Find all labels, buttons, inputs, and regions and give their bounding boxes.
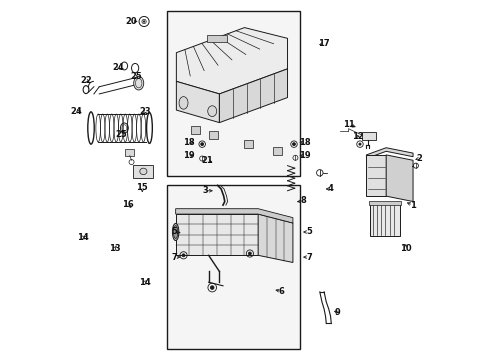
Text: 19: 19 <box>183 151 194 160</box>
Text: 11: 11 <box>342 120 354 129</box>
Circle shape <box>201 143 203 145</box>
Text: 5: 5 <box>305 228 311 237</box>
Bar <box>368 201 400 205</box>
Polygon shape <box>219 69 287 123</box>
Bar <box>273 147 282 155</box>
Ellipse shape <box>207 106 216 117</box>
Text: 24: 24 <box>112 63 124 72</box>
Polygon shape <box>175 209 292 223</box>
Text: 12: 12 <box>351 132 363 141</box>
Circle shape <box>248 252 251 255</box>
Text: 25: 25 <box>115 130 126 139</box>
Bar <box>362 132 375 140</box>
Text: 9: 9 <box>334 308 340 317</box>
Bar <box>369 203 400 235</box>
Text: 17: 17 <box>317 39 328 48</box>
Circle shape <box>182 254 184 257</box>
Bar <box>366 155 386 196</box>
Text: 4: 4 <box>327 184 333 193</box>
Text: 8: 8 <box>300 196 306 205</box>
Polygon shape <box>176 28 287 94</box>
Bar <box>133 165 153 178</box>
Bar <box>125 149 134 156</box>
Polygon shape <box>258 214 292 262</box>
Text: 2: 2 <box>416 154 422 163</box>
Ellipse shape <box>173 226 178 238</box>
Polygon shape <box>386 155 412 202</box>
Text: 23: 23 <box>139 107 150 116</box>
Text: 14: 14 <box>139 278 150 287</box>
Bar <box>244 140 253 148</box>
Polygon shape <box>176 81 219 123</box>
Ellipse shape <box>179 96 187 109</box>
Ellipse shape <box>133 76 143 90</box>
Circle shape <box>210 286 214 289</box>
Text: 22: 22 <box>80 76 92 85</box>
Bar <box>167 185 300 348</box>
Text: 21: 21 <box>201 156 212 165</box>
Text: 7: 7 <box>171 253 177 262</box>
Bar <box>208 131 217 139</box>
Text: 18: 18 <box>298 138 310 147</box>
Text: 15: 15 <box>136 183 148 192</box>
Text: 6: 6 <box>278 287 284 296</box>
Bar <box>175 214 258 255</box>
Polygon shape <box>366 148 412 158</box>
Text: 16: 16 <box>122 200 134 209</box>
Ellipse shape <box>172 224 179 240</box>
Text: 18: 18 <box>183 138 194 147</box>
Text: 5: 5 <box>171 228 177 237</box>
Circle shape <box>143 21 144 22</box>
Text: 1: 1 <box>409 201 415 210</box>
Text: 25: 25 <box>130 72 142 81</box>
Text: 10: 10 <box>399 244 411 253</box>
Ellipse shape <box>140 168 147 175</box>
Text: 19: 19 <box>298 151 310 160</box>
Text: 7: 7 <box>305 253 311 262</box>
Text: 20: 20 <box>125 17 137 26</box>
Text: 14: 14 <box>77 233 88 242</box>
Text: 24: 24 <box>71 107 82 116</box>
Bar <box>190 126 199 134</box>
Circle shape <box>292 143 295 145</box>
Bar <box>206 35 226 42</box>
Text: 3: 3 <box>202 186 207 195</box>
Bar <box>167 12 300 176</box>
Circle shape <box>358 143 360 145</box>
Text: 13: 13 <box>109 244 120 253</box>
